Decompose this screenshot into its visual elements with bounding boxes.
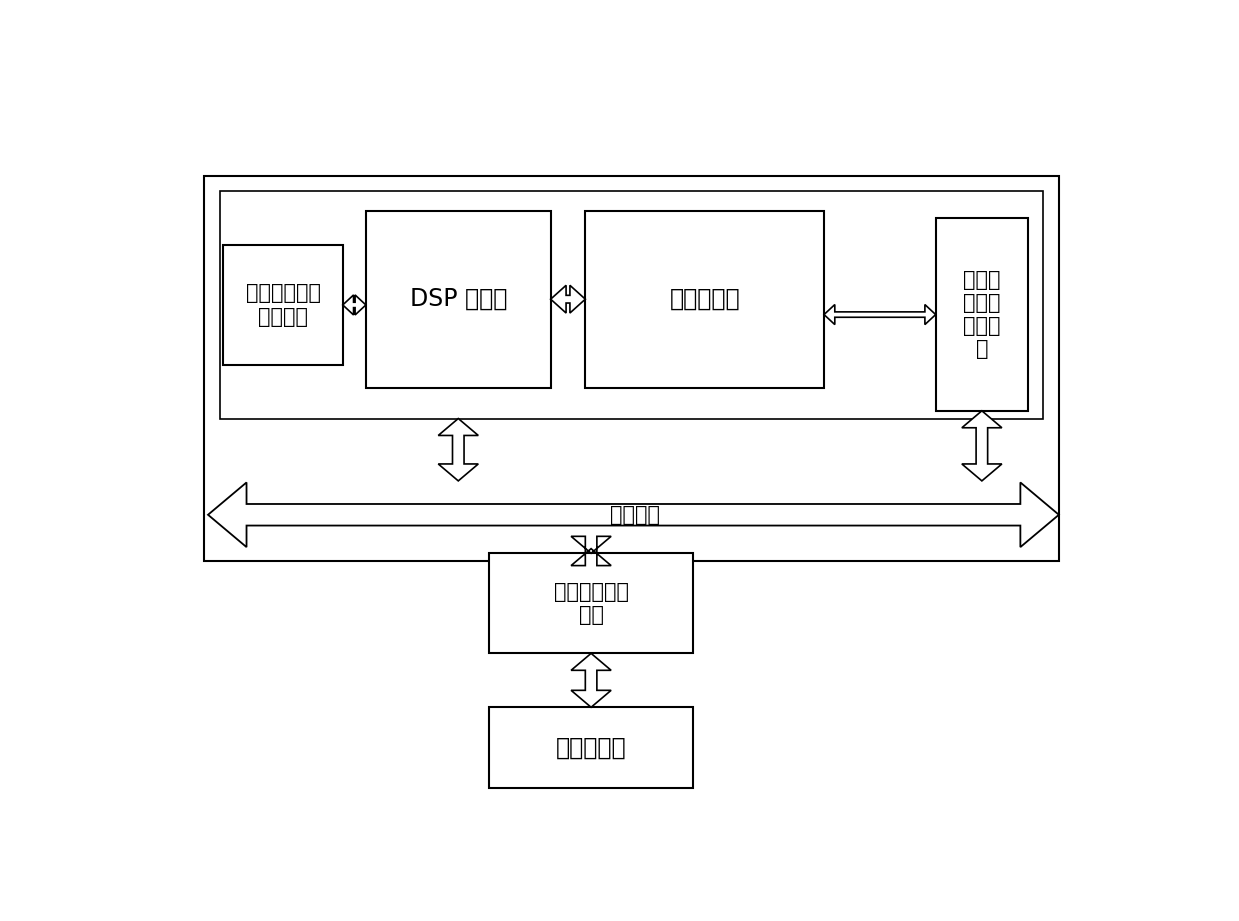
- Text: 硬件加速器: 硬件加速器: [669, 287, 740, 311]
- Bar: [204, 176, 1059, 561]
- Polygon shape: [961, 411, 1002, 481]
- Text: DSP 处理器: DSP 处理器: [410, 287, 507, 311]
- Bar: [219, 192, 1043, 418]
- Polygon shape: [439, 418, 478, 481]
- Bar: [366, 211, 550, 388]
- Polygon shape: [571, 536, 611, 565]
- Polygon shape: [208, 483, 1059, 547]
- Bar: [489, 707, 693, 788]
- Polygon shape: [343, 295, 366, 315]
- Bar: [585, 211, 824, 388]
- Text: 外部存储器: 外部存储器: [556, 736, 627, 760]
- Polygon shape: [550, 286, 585, 313]
- Text: 诊断测试与条
件监控器: 诊断测试与条 件监控器: [245, 284, 321, 327]
- Bar: [935, 218, 1028, 411]
- Text: 直接存
储器访
问控制
器: 直接存 储器访 问控制 器: [963, 270, 1001, 359]
- Text: 外部存储器控
制器: 外部存储器控 制器: [554, 582, 628, 625]
- Polygon shape: [824, 305, 935, 324]
- Polygon shape: [571, 653, 611, 707]
- Bar: [489, 554, 693, 653]
- Bar: [223, 245, 343, 365]
- Text: 系统总线: 系统总线: [610, 505, 659, 525]
